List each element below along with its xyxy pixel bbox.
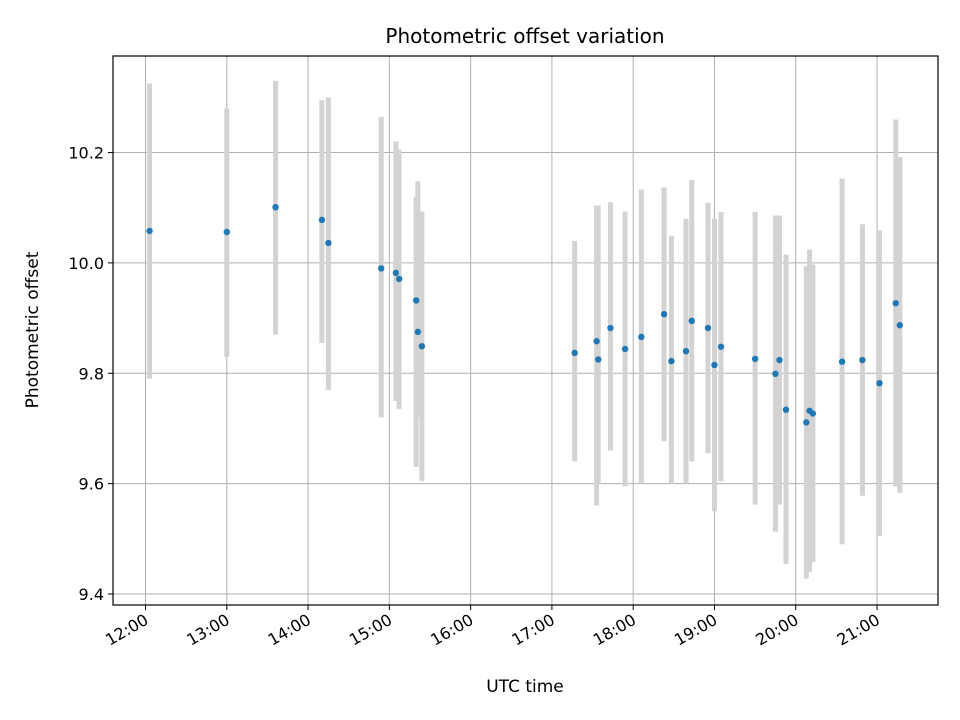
data-point (146, 227, 153, 235)
y-tick-label: 9.8 (79, 364, 104, 383)
data-point (638, 333, 645, 341)
data-point (392, 269, 400, 277)
data-point (668, 357, 675, 365)
y-tick-label: 9.6 (79, 475, 104, 494)
data-point (621, 345, 629, 353)
data-point (717, 343, 725, 350)
data-point (395, 275, 403, 283)
data-point (838, 358, 846, 365)
data-point (595, 356, 602, 363)
data-point (660, 311, 668, 318)
chart-title: Photometric offset variation (385, 24, 664, 48)
data-point (876, 379, 883, 387)
y-tick-label: 10.0 (68, 254, 104, 273)
data-point (571, 349, 578, 357)
data-point (711, 361, 718, 369)
data-point (809, 410, 817, 417)
data-point (593, 338, 600, 345)
data-point (751, 355, 759, 363)
data-point (704, 324, 712, 332)
data-point (272, 203, 279, 211)
data-point (412, 297, 420, 304)
data-point (803, 419, 810, 426)
x-axis-label: UTC time (486, 677, 564, 697)
data-point (607, 324, 614, 332)
grid-lines (113, 56, 938, 605)
data-point (682, 347, 690, 355)
data-point (776, 356, 783, 364)
data-point (318, 216, 326, 224)
data-point (772, 370, 779, 378)
data-point (378, 265, 385, 272)
data-point (688, 317, 695, 325)
data-points (146, 203, 903, 426)
data-point (859, 356, 866, 364)
y-axis-label: Photometric offset (23, 251, 43, 408)
plot-frame (112, 55, 939, 606)
data-point (782, 406, 790, 413)
data-point (892, 299, 899, 307)
data-point (223, 228, 230, 236)
data-point (896, 322, 903, 329)
data-point (414, 328, 422, 336)
data-point (325, 239, 332, 247)
y-tick-label: 10.2 (68, 144, 104, 163)
y-tick-label: 9.4 (79, 585, 104, 604)
data-point (418, 343, 426, 350)
